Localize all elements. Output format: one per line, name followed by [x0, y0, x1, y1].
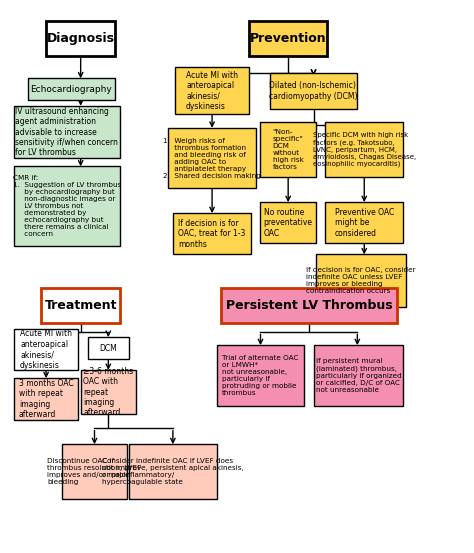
FancyBboxPatch shape: [14, 378, 78, 420]
Text: Diagnosis: Diagnosis: [46, 32, 115, 45]
FancyBboxPatch shape: [14, 166, 120, 246]
FancyBboxPatch shape: [41, 288, 120, 324]
Text: Trial of alternate OAC
or LMWH*
not unreasonable,
particularly if
protruding or : Trial of alternate OAC or LMWH* not unre…: [222, 355, 299, 396]
FancyBboxPatch shape: [27, 79, 115, 101]
FancyBboxPatch shape: [325, 122, 403, 178]
Text: ≥3-6 months
OAC with
repeat
imaging
afterward: ≥3-6 months OAC with repeat imaging afte…: [83, 367, 133, 418]
Text: DCM: DCM: [100, 343, 117, 352]
FancyBboxPatch shape: [168, 128, 256, 189]
FancyBboxPatch shape: [325, 202, 403, 243]
FancyBboxPatch shape: [14, 329, 78, 370]
FancyBboxPatch shape: [175, 67, 249, 114]
Text: Acute MI with
anteroapical
akinesis/
dyskinesis: Acute MI with anteroapical akinesis/ dys…: [20, 329, 72, 369]
Text: Dilated (non-Ischemic)
cardiomyopathy (DCM): Dilated (non-Ischemic) cardiomyopathy (D…: [269, 81, 358, 101]
FancyBboxPatch shape: [249, 20, 328, 56]
FancyBboxPatch shape: [173, 213, 251, 254]
FancyBboxPatch shape: [81, 370, 136, 414]
Text: "Non-
specific"
DCM
without
high risk
factors: "Non- specific" DCM without high risk fa…: [273, 129, 304, 170]
Text: Treatment: Treatment: [45, 299, 117, 312]
Text: Specific DCM with high risk
factors (e.g. Takotsubo,
LVNC, peripartum, HCM,
amyl: Specific DCM with high risk factors (e.g…: [313, 133, 416, 168]
FancyBboxPatch shape: [129, 444, 217, 499]
FancyBboxPatch shape: [270, 73, 357, 109]
FancyBboxPatch shape: [62, 444, 127, 499]
Text: Acute MI with
anteroapical
akinesis/
dyskinesis: Acute MI with anteroapical akinesis/ dys…: [186, 71, 238, 111]
Text: CMR if:
1.  Suggestion of LV thrombus
     by echocardiography but
     non-diag: CMR if: 1. Suggestion of LV thrombus by …: [13, 175, 121, 237]
FancyBboxPatch shape: [217, 345, 304, 406]
Text: IV ultrasound enhancing
agent administration
advisable to increase
sensitivity i: IV ultrasound enhancing agent administra…: [15, 107, 118, 158]
Text: No routine
preventative
OAC: No routine preventative OAC: [264, 208, 313, 238]
FancyBboxPatch shape: [316, 254, 406, 307]
FancyBboxPatch shape: [14, 106, 120, 158]
Text: Preventive OAC
might be
considered: Preventive OAC might be considered: [335, 208, 394, 238]
Text: Echocardiography: Echocardiography: [30, 85, 112, 94]
FancyBboxPatch shape: [46, 20, 115, 56]
Text: If decision is for
OAC, treat for 1-3
months: If decision is for OAC, treat for 1-3 mo…: [178, 219, 246, 249]
Text: Prevention: Prevention: [250, 32, 327, 45]
FancyBboxPatch shape: [261, 122, 316, 178]
Text: If persistent mural
(laminated) thrombus,
particularly if organized
or calcified: If persistent mural (laminated) thrombus…: [316, 358, 401, 393]
FancyBboxPatch shape: [261, 202, 316, 243]
FancyBboxPatch shape: [221, 288, 397, 324]
Text: Consider indefinite OAC if LVEF does
not improve, persistent apical akinesis,
or: Consider indefinite OAC if LVEF does not…: [102, 458, 244, 486]
Text: 1.  Weigh risks of
     thrombus formation
     and bleeding risk of
     adding: 1. Weigh risks of thrombus formation and…: [163, 138, 261, 179]
Text: Discontinue OAC if
thrombus resolution, LVEF
improves and/or major
bleeding: Discontinue OAC if thrombus resolution, …: [47, 458, 142, 486]
Text: If decision is for OAC, consider
indefinite OAC unless LVEF
improves or bleeding: If decision is for OAC, consider indefin…: [306, 267, 416, 294]
FancyBboxPatch shape: [88, 337, 129, 359]
Text: Persistent LV Thrombus: Persistent LV Thrombus: [226, 299, 392, 312]
Text: 3 months OAC
with repeat
imaging
afterward: 3 months OAC with repeat imaging afterwa…: [19, 379, 73, 419]
FancyBboxPatch shape: [313, 345, 403, 406]
